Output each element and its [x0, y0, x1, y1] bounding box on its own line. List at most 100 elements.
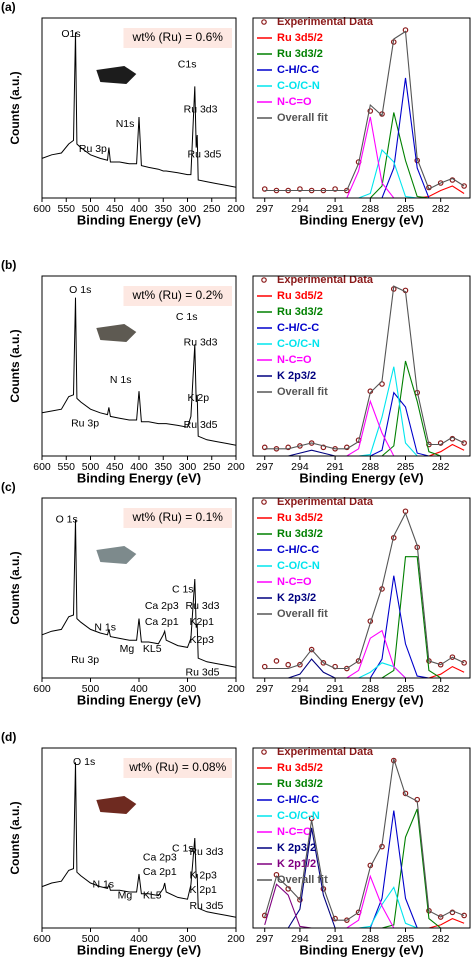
- legend-label: K 2p3/2: [277, 370, 316, 382]
- x-tick-label: 600: [33, 933, 51, 945]
- plot-frame: [252, 17, 471, 199]
- legend-label: N-C=O: [277, 576, 312, 588]
- plot-frame: [41, 275, 237, 457]
- x-tick-label: 291: [326, 933, 344, 945]
- x-tick-label: 300: [179, 203, 197, 215]
- legend-label: C-O/C-N: [277, 80, 320, 92]
- data-point: [332, 915, 338, 922]
- y-axis-label: Counts (a.u.): [8, 801, 22, 874]
- x-tick-label: 200: [227, 203, 245, 215]
- data-point: [261, 444, 268, 451]
- spectrum-line: [41, 762, 237, 918]
- x-tick-label: 294: [291, 461, 309, 473]
- legend-label: Ru 3d5/2: [277, 32, 323, 44]
- peak-annotation: Ca 2p3: [145, 600, 179, 612]
- peak-annotation: K2p1: [189, 616, 214, 628]
- x-tick-label: 291: [326, 461, 344, 473]
- x-tick-label: 288: [362, 933, 380, 945]
- spectrum-line: [41, 297, 237, 446]
- peak-annotation: K2p3: [189, 634, 214, 646]
- inset-text: wt% (Ru) = 0.6%: [132, 30, 224, 44]
- legend-label: C-O/C-N: [277, 560, 320, 572]
- x-tick-label: 450: [106, 461, 124, 473]
- plot-frame: [41, 747, 237, 929]
- x-tick-label: 288: [362, 683, 380, 695]
- data-point: [437, 914, 444, 920]
- data-point: [437, 180, 444, 186]
- legend-label: Ru 3d3/2: [277, 48, 323, 60]
- y-axis-label: Counts (a.u.): [8, 71, 22, 144]
- fit-line: [264, 511, 465, 670]
- legend-label: Experimental Data: [277, 496, 374, 508]
- x-axis-label: Binding Energy (eV): [299, 692, 423, 707]
- sample-photo: [96, 324, 137, 342]
- plot-frame: [252, 275, 471, 457]
- peak-annotation: N 1s: [94, 621, 116, 633]
- x-tick-label: 450: [106, 203, 124, 215]
- x-tick-label: 400: [130, 683, 148, 695]
- legend-label: C-H/C-C: [277, 544, 319, 556]
- x-tick-label: 297: [256, 461, 274, 473]
- plot-frame: [41, 17, 237, 199]
- x-tick-label: 282: [432, 933, 450, 945]
- x-tick-label: 250: [203, 203, 221, 215]
- x-tick-label: 282: [432, 203, 450, 215]
- data-point: [320, 660, 327, 666]
- y-axis-label: Counts (a.u.): [8, 551, 22, 624]
- panel-label: (b): [1, 258, 16, 272]
- x-axis-label: Binding Energy (eV): [77, 212, 201, 227]
- data-point: [285, 444, 291, 451]
- peak-annotation: KL5: [143, 643, 162, 655]
- inset-box: [123, 28, 232, 48]
- data-point: [355, 658, 362, 664]
- inset-box: [123, 286, 232, 306]
- legend-label: Overall fit: [277, 608, 328, 620]
- data-point: [261, 186, 268, 192]
- x-axis-label: Binding Energy (eV): [299, 942, 423, 957]
- x-tick-label: 500: [82, 203, 100, 215]
- legend-label: Ru 3d5/2: [277, 512, 323, 524]
- peak-annotation: Ca 2p3: [143, 852, 177, 864]
- panel-label: (d): [1, 730, 16, 744]
- data-point: [461, 440, 467, 446]
- plot-frame: [252, 497, 471, 679]
- data-point: [437, 661, 444, 668]
- plot-frame: [41, 497, 237, 679]
- data-point: [308, 646, 315, 653]
- peak-annotation: C 1s: [172, 584, 194, 596]
- data-point: [297, 661, 303, 668]
- peak-annotation: Ru 3d5: [186, 666, 220, 678]
- x-axis-label: Binding Energy (eV): [299, 470, 423, 485]
- legend-label: N-C=O: [277, 354, 312, 366]
- x-axis-label: Binding Energy (eV): [77, 942, 201, 957]
- x-tick-label: 300: [179, 933, 197, 945]
- x-tick-label: 297: [256, 933, 274, 945]
- legend-label: C-O/C-N: [277, 338, 320, 350]
- x-tick-label: 282: [432, 683, 450, 695]
- x-tick-label: 600: [33, 683, 51, 695]
- legend-label: K 2p3/2: [277, 592, 316, 604]
- fit-line: [264, 629, 465, 679]
- peak-annotation: Ru 3p: [71, 417, 99, 429]
- x-tick-label: 500: [82, 683, 100, 695]
- peak-annotation: O1s: [61, 28, 80, 40]
- legend-label: C-H/C-C: [277, 64, 319, 76]
- x-tick-label: 288: [362, 203, 380, 215]
- data-point: [449, 654, 456, 660]
- x-tick-label: 200: [227, 683, 245, 695]
- x-tick-label: 550: [57, 203, 75, 215]
- legend-label: K 2p1/2: [277, 858, 316, 870]
- peak-annotation: Ru 3d5: [184, 419, 218, 431]
- x-tick-label: 294: [291, 683, 309, 695]
- peak-annotation: Ru 3p: [79, 143, 107, 155]
- inset-box: [123, 508, 232, 528]
- x-tick-label: 400: [130, 461, 148, 473]
- x-tick-label: 200: [227, 461, 245, 473]
- legend-marker: [261, 499, 267, 505]
- x-tick-label: 300: [179, 461, 197, 473]
- legend-label: Overall fit: [277, 112, 328, 124]
- peak-annotation: Ru 3d5: [188, 149, 222, 161]
- x-tick-label: 400: [130, 203, 148, 215]
